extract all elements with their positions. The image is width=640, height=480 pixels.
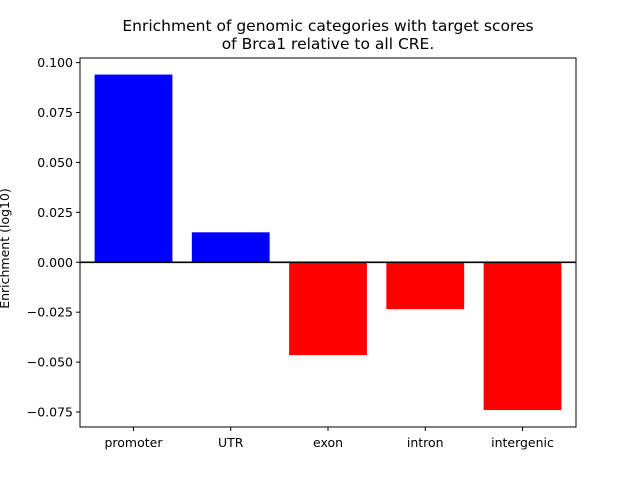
bar-UTR: [191, 232, 270, 263]
x-tick-label-intron: intron: [407, 435, 444, 450]
bar-intron: [386, 262, 465, 310]
y-tick-label: 0.050: [37, 155, 73, 170]
y-axis-label: Enrichment (log10): [0, 188, 12, 309]
bar-promoter: [94, 74, 173, 263]
y-tick-label: 0.100: [37, 55, 73, 70]
y-axis: 0.100 0.075 0.050 0.025 0.000 −0.025 −0.050 −0.…: [27, 55, 80, 420]
x-tick-label-intergenic: intergenic: [491, 435, 554, 450]
y-tick-label: −0.025: [27, 305, 73, 320]
x-tick-label-UTR: UTR: [218, 435, 244, 450]
chart-title: Enrichment of genomic categories with ta…: [122, 17, 533, 53]
bar-intergenic: [483, 262, 562, 411]
y-tick-label: −0.050: [27, 355, 73, 370]
x-tick-label-exon: exon: [313, 435, 343, 450]
y-tick-label: 0.025: [37, 205, 73, 220]
x-tick-label-promoter: promoter: [104, 435, 163, 450]
bar-series: [94, 74, 562, 411]
bar-exon: [289, 262, 367, 356]
chart-title-line-2: of Brca1 relative to all CRE.: [222, 35, 435, 53]
y-tick-label: 0.000: [37, 255, 73, 270]
chart-title-line-1: Enrichment of genomic categories with ta…: [122, 17, 533, 35]
y-tick-label: 0.075: [37, 105, 73, 120]
y-tick-label: −0.075: [27, 405, 73, 420]
x-axis: promoter UTR exon intron intergenic: [104, 427, 554, 450]
